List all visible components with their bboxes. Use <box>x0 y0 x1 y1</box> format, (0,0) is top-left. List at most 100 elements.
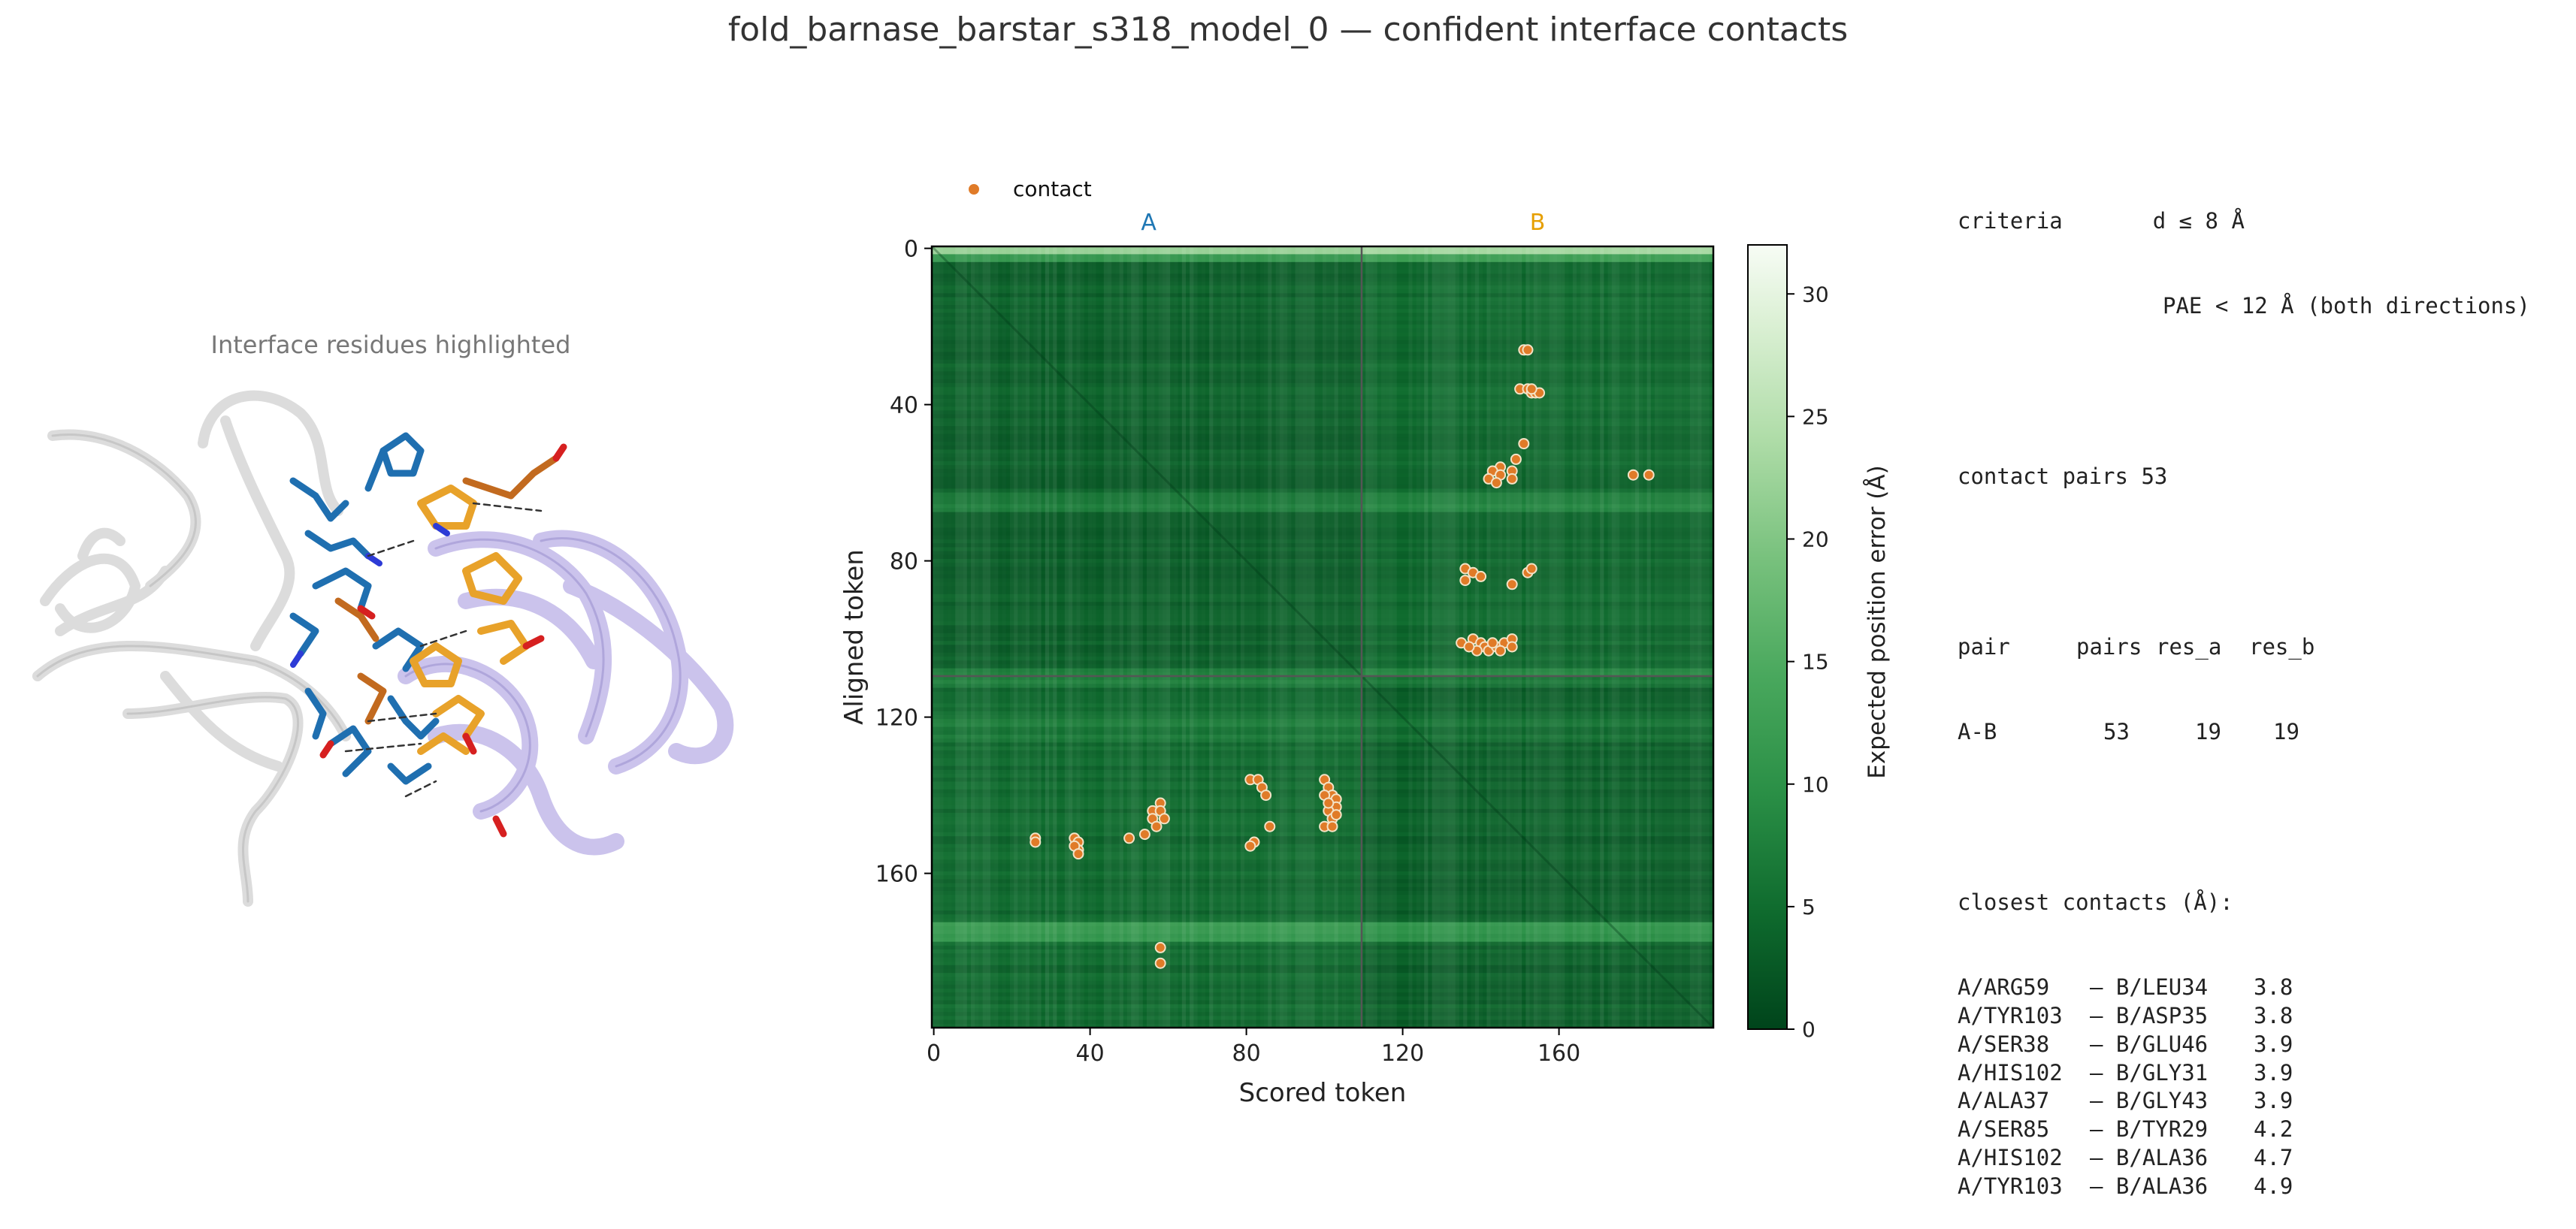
heatmap-row-band <box>1362 989 1714 993</box>
heatmap-row-band <box>1362 758 1714 762</box>
heatmap-row-band <box>1362 910 1714 915</box>
heatmap-column-band <box>1081 246 1084 1028</box>
legend-label: contact <box>1013 177 1092 201</box>
closest-contact-distance: 4.7 <box>2254 1144 2293 1170</box>
heatmap-row-band <box>932 801 1362 806</box>
heatmap-column-band <box>1127 246 1132 1028</box>
heatmap-row-band <box>1362 535 1714 540</box>
heatmap-column-band <box>1143 246 1147 1028</box>
heatmap-column-band <box>1283 246 1288 1028</box>
heatmap-row-band <box>1362 613 1714 618</box>
figure-title: fold_barnase_barstar_s318_model_0 — conf… <box>727 11 1849 49</box>
heatmap-row-band <box>932 300 1362 306</box>
heatmap-row-band <box>932 531 1362 536</box>
contact-point <box>1260 790 1272 802</box>
heatmap-row-band <box>1362 316 1714 322</box>
heatmap-row-band <box>932 726 1362 732</box>
heatmap-row-band <box>932 977 1362 982</box>
heatmap-row-band <box>932 922 1362 927</box>
heatmap-row-band <box>1362 590 1714 595</box>
heatmap-row-band <box>1362 520 1714 524</box>
heatmap-column-band <box>1404 246 1408 1028</box>
heatmap-column-band <box>1092 246 1096 1028</box>
heatmap-column-band <box>1217 246 1221 1028</box>
heatmap-column-band <box>1616 246 1620 1028</box>
heatmap-column-band <box>1357 246 1362 1028</box>
heatmap-row-band <box>1362 891 1714 895</box>
heatmap-row-band <box>1362 914 1714 919</box>
heatmap-row-band <box>932 765 1362 771</box>
heatmap-row-band <box>932 266 1362 270</box>
heatmap-row-band <box>932 574 1362 579</box>
heatmap-row-band <box>1362 735 1714 739</box>
heatmap-row-band <box>932 254 1362 259</box>
heatmap-row-band <box>932 735 1362 739</box>
heatmap-column-band <box>1486 246 1491 1028</box>
heatmap-column-band <box>951 246 955 1028</box>
heatmap-row-band <box>1362 711 1714 716</box>
heatmap-row-band <box>1362 641 1714 645</box>
closest-contact-b: – B/ASP35 <box>2090 1002 2209 1028</box>
heatmap-column-band <box>1072 246 1076 1028</box>
heatmap-column-band <box>971 246 975 1028</box>
heatmap-row-band <box>1362 285 1714 290</box>
heatmap-row-band <box>932 820 1362 826</box>
heatmap-column-band <box>994 246 999 1028</box>
contact-point <box>1244 840 1256 852</box>
heatmap-row-band <box>1362 977 1714 982</box>
heatmap-row-band <box>932 281 1362 286</box>
heatmap-row-band <box>932 633 1362 638</box>
colorbar-tick-label: 25 <box>1802 404 1829 429</box>
closest-contact-row: A/HIS102 – B/ALA36 4.7 <box>1958 1144 2559 1173</box>
heatmap-row-band <box>1362 488 1714 494</box>
heatmap-row-band <box>1362 969 1714 974</box>
heatmap-row-band <box>1362 496 1714 501</box>
heatmap-row-band <box>1362 593 1714 599</box>
heatmap-row-band <box>1362 273 1714 279</box>
heatmap-row-band <box>932 593 1362 599</box>
heatmap-column-band <box>1670 246 1674 1028</box>
heatmap-row-band <box>1362 902 1714 907</box>
heatmap-column-band <box>1342 246 1347 1028</box>
heatmap-row-band <box>1362 996 1714 1001</box>
info-panel: criteria d ≤ 8 Å PAE < 12 Å (both directi… <box>1958 150 2559 1229</box>
heatmap-column-band <box>1205 246 1209 1028</box>
heatmap-row-band <box>1362 559 1714 563</box>
heatmap-row-band <box>932 856 1362 860</box>
heatmap-column-band <box>1698 246 1702 1028</box>
heatmap-row-band <box>1362 938 1714 943</box>
heatmap-row-band <box>932 305 1362 310</box>
structure-caption: Interface residues highlighted <box>210 331 571 359</box>
heatmap-row-band <box>932 496 1362 501</box>
heatmap-row-band <box>932 355 1362 361</box>
heatmap-row-band <box>1362 778 1714 782</box>
heatmap-column-band <box>1600 246 1604 1028</box>
heatmap-row-band <box>932 969 1362 974</box>
heatmap-row-band <box>1362 586 1714 591</box>
contact-point <box>1643 469 1655 481</box>
heatmap-row-band <box>932 625 1362 630</box>
heatmap-row-band <box>1362 325 1714 329</box>
heatmap-column-band <box>1076 246 1081 1028</box>
heatmap-row-band <box>1362 898 1714 904</box>
heatmap-row-band <box>932 465 1362 470</box>
heatmap-row-band <box>932 340 1362 345</box>
heatmap-row-band <box>932 270 1362 274</box>
heatmap-row-band <box>1362 270 1714 274</box>
heatmap-row-band <box>1362 254 1714 259</box>
heatmap-column-band <box>1682 246 1686 1028</box>
heatmap-row-band <box>932 582 1362 587</box>
contact-point <box>1522 344 1534 356</box>
heatmap-column-band <box>1315 246 1319 1028</box>
heatmap-column-band <box>998 246 1002 1028</box>
heatmap-row-band <box>1362 293 1714 298</box>
heatmap-row-band <box>1362 781 1714 787</box>
pair-header-res-b: res_b <box>2249 633 2315 660</box>
heatmap-row-band <box>932 613 1362 618</box>
heatmap-column-band <box>1154 246 1159 1028</box>
heatmap-row-band <box>932 473 1362 478</box>
heatmap-row-band <box>932 492 1362 497</box>
heatmap-row-band <box>932 461 1362 466</box>
axes: 0 40 80 120 160 0 40 80 120 160 Scored token Aligne… <box>839 210 1580 1108</box>
pair-cell-pair: A-B <box>1958 718 1997 744</box>
